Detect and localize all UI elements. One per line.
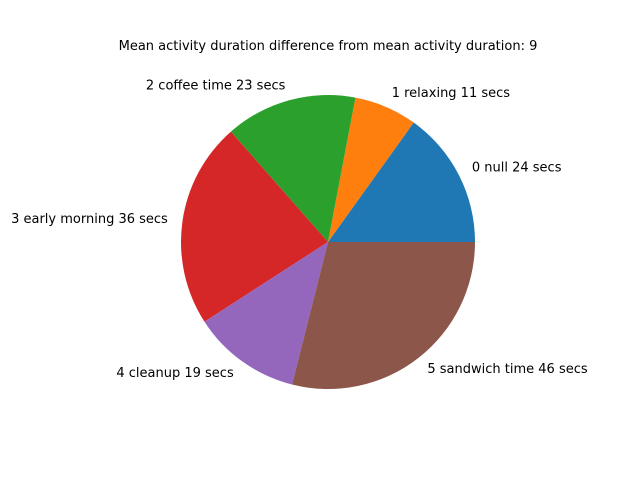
- chart-title: Mean activity duration difference from m…: [119, 39, 538, 54]
- pie-slice-4: [204, 242, 328, 385]
- pie-slice-0: [328, 122, 475, 242]
- pie-slice-2: [230, 94, 356, 242]
- pie-label-2: 2 coffee time 23 secs: [146, 79, 286, 94]
- pie-labels: 0 null 24 secs 1 relaxing 11 secs 2 coffee…: [11, 79, 588, 381]
- pie-label-5: 5 sandwich time 46 secs: [427, 362, 587, 377]
- pie-label-3: 3 early morning 36 secs: [11, 212, 168, 227]
- pie-slice-5: [292, 242, 475, 390]
- pie-slices: [180, 94, 475, 390]
- pie-slice-3: [180, 131, 328, 322]
- pie-label-4: 4 cleanup 19 secs: [116, 366, 234, 381]
- pie-label-1: 1 relaxing 11 secs: [392, 86, 511, 101]
- pie-label-0: 0 null 24 secs: [472, 161, 562, 176]
- pie-slice-1: [328, 97, 414, 242]
